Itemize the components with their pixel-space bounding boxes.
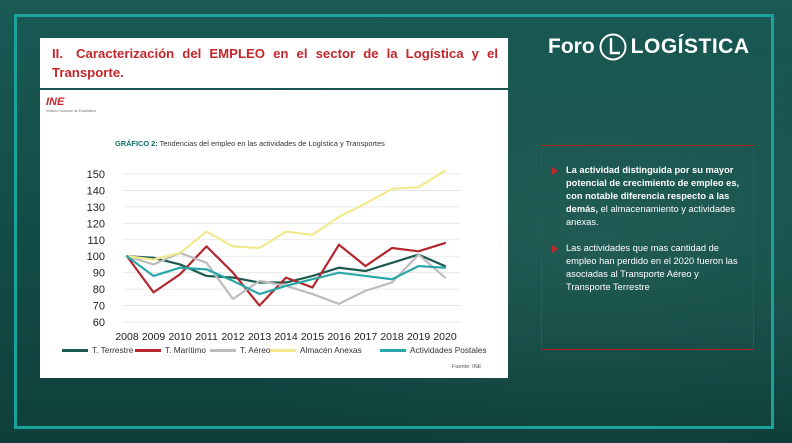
x-tick-label: 2020 bbox=[433, 331, 457, 343]
title-box: II. Caracterización del EMPLEO en el sect… bbox=[40, 38, 508, 88]
chart-source: Fuente: INE bbox=[452, 364, 482, 370]
legend-item: Almacén Anexas bbox=[270, 345, 362, 355]
insight-1: La actividad distinguida por su mayor po… bbox=[552, 164, 743, 229]
x-tick-label: 2013 bbox=[248, 331, 272, 343]
slide-frame bbox=[14, 14, 774, 429]
series-line bbox=[125, 253, 447, 284]
x-tick-label: 2009 bbox=[142, 331, 166, 343]
ine-mark: INE bbox=[46, 96, 65, 108]
y-tick-label: 90 bbox=[93, 268, 105, 280]
y-tick-label: 70 bbox=[93, 301, 105, 313]
x-tick-label: 2015 bbox=[301, 331, 325, 343]
chart-title-prefix: GRÁFICO 2: bbox=[115, 139, 158, 148]
legend-item: T. Terrestre bbox=[62, 345, 133, 355]
legend-item: Actividades Postales bbox=[380, 345, 487, 355]
x-tick-label: 2017 bbox=[354, 331, 378, 343]
x-tick-label: 2012 bbox=[221, 331, 245, 343]
y-tick-label: 120 bbox=[87, 218, 105, 230]
y-tick-label: 80 bbox=[93, 284, 105, 296]
logo-circle-icon bbox=[599, 33, 627, 61]
legend-swatch bbox=[380, 348, 406, 352]
insights-box: La actividad distinguida por su mayor po… bbox=[541, 145, 754, 350]
legend-swatch bbox=[62, 348, 88, 352]
insight-1-bold: La actividad distinguida por su mayor po… bbox=[566, 165, 740, 214]
x-tick-label: 2019 bbox=[407, 331, 431, 343]
logo-word-foro: Foro bbox=[548, 35, 595, 58]
series-line bbox=[125, 241, 447, 307]
x-tick-label: 2014 bbox=[274, 331, 298, 343]
slide-title: II. Caracterización del EMPLEO en el sect… bbox=[52, 44, 498, 82]
legend-label: T. Aéreo bbox=[240, 345, 271, 355]
insight-1-rest: el almacenamiento y actividades anexas. bbox=[566, 204, 735, 227]
legend-label: Actividades Postales bbox=[410, 345, 487, 355]
y-tick-label: 60 bbox=[93, 317, 105, 329]
title-number: II. bbox=[52, 46, 63, 61]
insight-2: Las actividades que mas cantidad de empl… bbox=[552, 242, 743, 294]
legend-label: Almacén Anexas bbox=[300, 345, 362, 355]
legend-swatch bbox=[135, 348, 161, 352]
title-text: Caracterización del EMPLEO en el sector … bbox=[52, 46, 498, 80]
legend-label: T. Marítimo bbox=[165, 345, 207, 355]
x-tick-label: 2016 bbox=[327, 331, 351, 343]
y-tick-label: 100 bbox=[87, 251, 105, 263]
y-tick-label: 150 bbox=[87, 169, 105, 181]
legend-swatch bbox=[270, 348, 296, 352]
legend-label: T. Terrestre bbox=[92, 345, 134, 355]
series-line bbox=[125, 255, 447, 296]
y-tick-label: 140 bbox=[87, 185, 105, 197]
ine-subtitle: Instituto Nacional de Estadística bbox=[46, 109, 96, 113]
x-tick-label: 2011 bbox=[195, 331, 218, 343]
chart-card bbox=[40, 90, 508, 378]
legend-item: T. Aéreo bbox=[210, 345, 270, 355]
y-tick-label: 130 bbox=[87, 202, 105, 214]
logo-word-logistica: LOGÍSTICA bbox=[630, 35, 750, 58]
chart-title: GRÁFICO 2: Tendencias del empleo en las … bbox=[115, 139, 385, 148]
legend-swatch bbox=[210, 348, 236, 352]
ine-logo: INE Instituto Nacional de Estadística bbox=[46, 96, 106, 122]
chart-title-text: Tendencias del empleo en las actividades… bbox=[159, 139, 385, 148]
x-tick-label: 2008 bbox=[115, 331, 139, 343]
x-tick-label: 2018 bbox=[380, 331, 404, 343]
foro-logistica-logo: Foro LOGÍSTICA bbox=[548, 30, 750, 64]
x-tick-label: 2010 bbox=[168, 331, 192, 343]
legend-item: T. Marítimo bbox=[135, 345, 206, 355]
y-tick-label: 110 bbox=[87, 235, 105, 247]
series-line bbox=[125, 169, 447, 261]
